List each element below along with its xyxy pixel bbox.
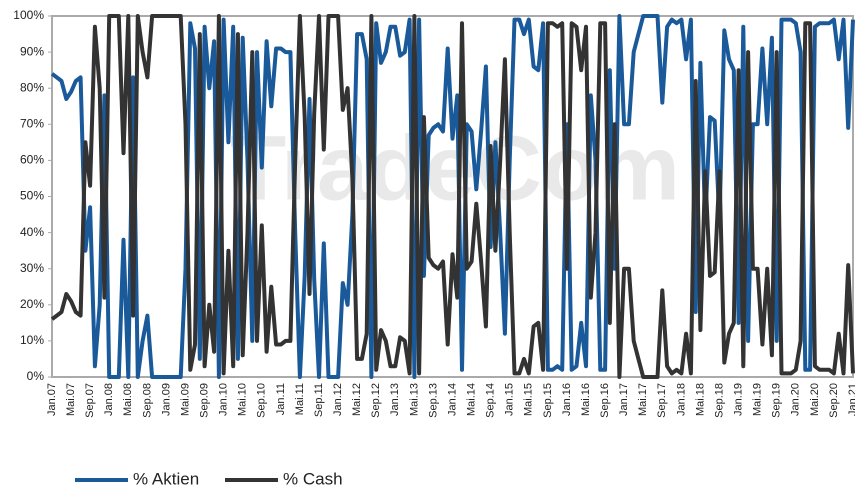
x-tick-label: Jan.19 bbox=[732, 383, 744, 416]
y-tick-label: 70% bbox=[20, 116, 44, 130]
x-tick-label: Sep.17 bbox=[656, 383, 668, 418]
x-tick-label: Jan.14 bbox=[446, 383, 458, 416]
x-tick-label: Jan.15 bbox=[504, 383, 516, 416]
y-tick-label: 40% bbox=[20, 225, 44, 239]
x-tick-label: Mai.15 bbox=[523, 383, 535, 416]
x-tick-label: Mai.18 bbox=[694, 383, 706, 416]
x-tick-label: Jan.12 bbox=[332, 383, 344, 416]
x-tick-label: Sep.11 bbox=[313, 383, 325, 417]
x-tick-label: Jan.11 bbox=[275, 383, 287, 415]
x-tick-label: Jan.21 bbox=[847, 383, 855, 416]
x-tick-label: Sep.16 bbox=[599, 383, 611, 418]
y-tick-label: 60% bbox=[20, 153, 44, 167]
x-tick-label: Sep.15 bbox=[542, 383, 554, 418]
x-tick-label: Mai.08 bbox=[122, 383, 134, 416]
x-tick-label: Mai.14 bbox=[465, 383, 477, 416]
y-tick-label: 0% bbox=[27, 369, 45, 383]
x-tick-label: Mai.17 bbox=[637, 383, 649, 416]
x-tick-label: Sep.12 bbox=[370, 383, 382, 418]
y-tick-label: 80% bbox=[20, 80, 44, 94]
x-tick-label: Sep.07 bbox=[84, 383, 96, 418]
x-tick-label: Mai.07 bbox=[65, 383, 77, 416]
x-tick-label: Sep.20 bbox=[828, 383, 840, 418]
x-tick-label: Mai.19 bbox=[752, 383, 764, 416]
x-tick-label: Mai.09 bbox=[179, 383, 191, 416]
x-tick-label: Jan.16 bbox=[561, 383, 573, 416]
x-tick-label: Jan.17 bbox=[618, 383, 630, 416]
x-tick-label: Jan.10 bbox=[218, 383, 230, 416]
y-tick-label: 10% bbox=[20, 333, 44, 347]
y-tick-label: 30% bbox=[20, 261, 44, 275]
x-tick-label: Jan.07 bbox=[46, 383, 58, 416]
y-tick-label: 50% bbox=[20, 189, 44, 203]
legend-label: % Aktien bbox=[133, 469, 199, 488]
x-tick-label: Mai.16 bbox=[580, 383, 592, 416]
x-tick-label: Jan.08 bbox=[103, 383, 115, 416]
legend-label: % Cash bbox=[283, 469, 343, 488]
y-tick-label: 100% bbox=[13, 8, 44, 22]
x-tick-label: Jan.18 bbox=[675, 383, 687, 416]
x-tick-label: Mai.20 bbox=[809, 383, 821, 416]
x-tick-label: Sep.13 bbox=[427, 383, 439, 418]
x-tick-label: Jan.13 bbox=[389, 383, 401, 416]
x-tick-label: Sep.18 bbox=[713, 383, 725, 418]
x-tick-label: Mai.11 bbox=[294, 383, 306, 415]
x-tick-label: Mai.10 bbox=[237, 383, 249, 416]
line-series bbox=[50, 14, 855, 379]
x-tick-label: Mai.12 bbox=[351, 383, 363, 416]
y-tick-label: 90% bbox=[20, 44, 44, 58]
x-tick-label: Sep.09 bbox=[198, 383, 210, 418]
x-tick-label: Sep.14 bbox=[485, 383, 497, 418]
x-tick-label: Sep.08 bbox=[141, 383, 153, 418]
x-tick-label: Mai.13 bbox=[408, 383, 420, 416]
x-tick-label: Sep.10 bbox=[256, 383, 268, 418]
x-tick-label: Sep.19 bbox=[771, 383, 783, 418]
x-tick-label: Jan.09 bbox=[160, 383, 172, 416]
x-tick-label: Jan.20 bbox=[790, 383, 802, 416]
y-tick-label: 20% bbox=[20, 297, 44, 311]
